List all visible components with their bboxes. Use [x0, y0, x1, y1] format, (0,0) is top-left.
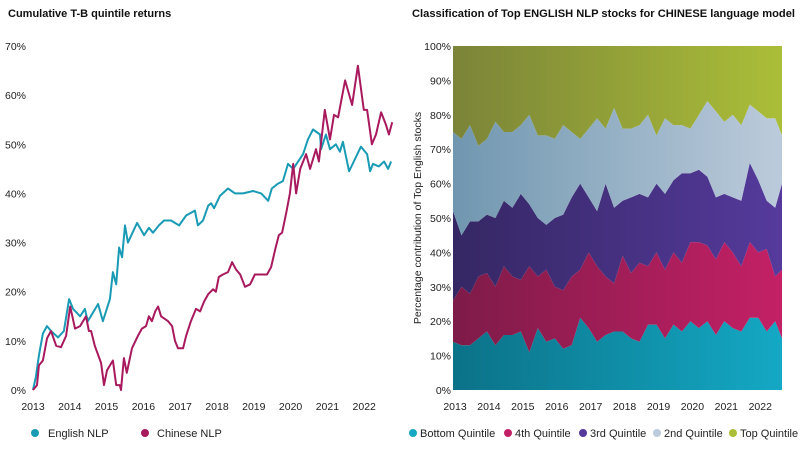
- y-tick-label: 0%: [436, 385, 451, 397]
- legend-label-english-nlp: English NLP: [48, 428, 109, 440]
- right-legend: Bottom Quintile 4th Quintile 3rd Quintile 2…: [409, 428, 798, 440]
- x-tick-label: 2013: [443, 401, 467, 413]
- x-tick-label: 2014: [58, 401, 82, 413]
- x-tick-label: 2016: [545, 401, 569, 413]
- left-plot-area: [32, 64, 394, 391]
- x-tick-label: 2020: [279, 401, 303, 413]
- x-tick-label: 2022: [749, 401, 773, 413]
- left-chart: Cumulative T-B quintile returns 0% 10% 20%…: [5, 8, 394, 440]
- left-x-axis: 2013 2014 2015 2016 2017 2018 2019 2020 2021 2022: [21, 401, 376, 413]
- legend-label-chinese-nlp: Chinese NLP: [157, 428, 222, 440]
- x-tick-label: 2020: [681, 401, 705, 413]
- y-tick-label: 10%: [5, 336, 26, 348]
- legend-label-4th-quintile: 4th Quintile: [515, 428, 571, 440]
- x-tick-label: 2022: [353, 401, 377, 413]
- legend-marker-3rd-quintile: [579, 429, 587, 437]
- legend-marker-english-nlp: [31, 429, 39, 437]
- left-y-axis: 0% 10% 20% 30% 40% 50% 60% 70%: [5, 41, 26, 397]
- x-tick-label: 2014: [477, 401, 501, 413]
- legend-label-3rd-quintile: 3rd Quintile: [590, 428, 646, 440]
- series-line-chinese-nlp: [32, 64, 394, 391]
- legend-marker-bottom-quintile: [409, 429, 417, 437]
- y-tick-label: 10%: [430, 351, 451, 363]
- x-tick-label: 2019: [242, 401, 266, 413]
- right-x-axis: 2013 2014 2015 2016 2017 2018 2019 2020 2021 2022: [443, 401, 772, 413]
- x-tick-label: 2017: [579, 401, 603, 413]
- y-tick-label: 20%: [430, 316, 451, 328]
- legend-marker-top-quintile: [729, 429, 737, 437]
- legend-marker-chinese-nlp: [141, 429, 149, 437]
- legend-label-bottom-quintile: Bottom Quintile: [420, 428, 495, 440]
- legend-label-top-quintile: Top Quintile: [740, 428, 798, 440]
- y-tick-label: 0%: [11, 385, 26, 397]
- y-tick-label: 90%: [430, 75, 451, 87]
- left-legend: English NLP Chinese NLP: [31, 428, 222, 440]
- y-tick-label: 50%: [5, 139, 26, 151]
- y-tick-label: 80%: [430, 110, 451, 122]
- series-line-english-nlp: [32, 128, 393, 391]
- right-chart-title: Classification of Top ENGLISH NLP stocks…: [412, 8, 795, 20]
- x-tick-label: 2021: [715, 401, 739, 413]
- area-4th-quintile: [453, 242, 782, 353]
- y-tick-label: 60%: [5, 90, 26, 102]
- left-chart-title: Cumulative T-B quintile returns: [8, 8, 171, 20]
- area-top-quintile: [453, 46, 782, 146]
- area-3rd-quintile: [453, 163, 782, 301]
- right-plot-area: [453, 46, 782, 390]
- x-tick-label: 2017: [169, 401, 193, 413]
- y-tick-label: 30%: [5, 238, 26, 250]
- x-tick-label: 2015: [95, 401, 119, 413]
- x-tick-label: 2018: [613, 401, 637, 413]
- y-tick-label: 40%: [430, 247, 451, 259]
- y-tick-label: 30%: [430, 282, 451, 294]
- x-tick-label: 2015: [511, 401, 535, 413]
- x-tick-label: 2021: [316, 401, 340, 413]
- x-tick-label: 2013: [21, 401, 45, 413]
- y-tick-label: 60%: [430, 179, 451, 191]
- y-tick-label: 70%: [5, 41, 26, 53]
- y-tick-label: 50%: [430, 213, 451, 225]
- y-tick-label: 20%: [5, 287, 26, 299]
- right-y-axis: 0% 10% 20% 30% 40% 50% 60% 70% 80% 90% 100%: [424, 41, 451, 397]
- y-tick-label: 100%: [424, 41, 451, 53]
- y-tick-label: 70%: [430, 144, 451, 156]
- y-tick-label: 40%: [5, 188, 26, 200]
- right-chart: Classification of Top ENGLISH NLP stocks…: [409, 8, 798, 440]
- x-tick-label: 2018: [205, 401, 229, 413]
- legend-label-2nd-quintile: 2nd Quintile: [664, 428, 723, 440]
- x-tick-label: 2016: [132, 401, 156, 413]
- area-2nd-quintile: [453, 101, 782, 236]
- area-bottom-quintile: [453, 317, 782, 390]
- legend-marker-2nd-quintile: [653, 429, 661, 437]
- right-y-axis-label: Percentage contribution of Top English s…: [412, 112, 424, 324]
- x-tick-label: 2019: [647, 401, 671, 413]
- legend-marker-4th-quintile: [504, 429, 512, 437]
